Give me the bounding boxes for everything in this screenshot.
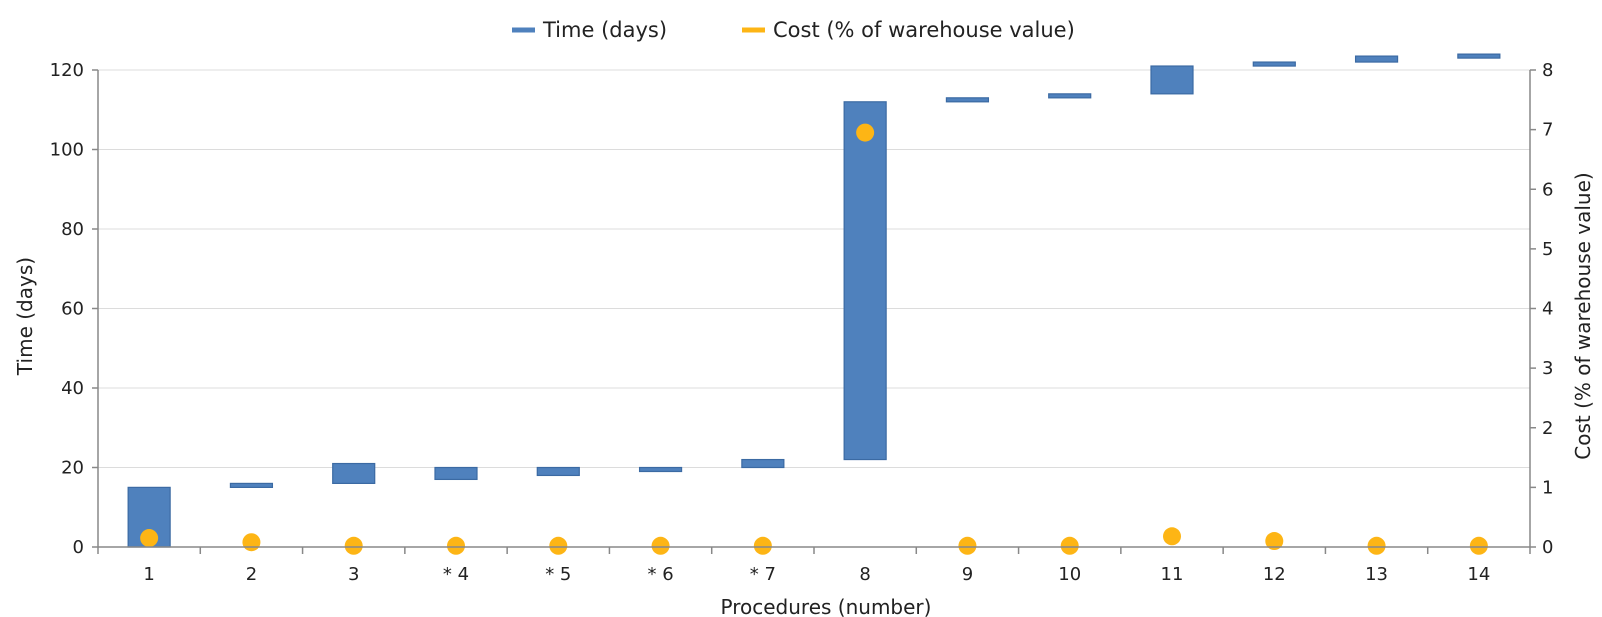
- cost-point: [242, 533, 261, 552]
- time-bar: [1048, 93, 1092, 99]
- time-bar: [1252, 61, 1296, 67]
- y-axis-right-title: Cost (% of warehouse value): [1571, 172, 1595, 459]
- time-bar: [536, 466, 580, 477]
- cost-point: [1367, 536, 1386, 555]
- x-tick-label: 13: [1365, 564, 1388, 585]
- cost-point: [958, 536, 977, 555]
- y-right-tick-label: 0: [1542, 537, 1553, 558]
- x-tick-label: * 7: [750, 564, 776, 585]
- y-right-tick-label: 2: [1542, 418, 1553, 439]
- cost-point: [651, 536, 670, 555]
- x-tick-label: 8: [859, 564, 870, 585]
- y-left-tick-label: 60: [61, 299, 84, 320]
- cost-point: [1060, 536, 1079, 555]
- legend-time-label: Time (days): [542, 18, 667, 42]
- x-tick-label: 10: [1058, 564, 1081, 585]
- time-bars: [127, 53, 1501, 548]
- x-tick-label: 14: [1467, 564, 1490, 585]
- cost-point: [344, 536, 363, 555]
- y-left-tick-label: 40: [61, 378, 84, 399]
- grid-lines: [98, 69, 1530, 468]
- time-bar: [332, 462, 376, 484]
- y-axis-left-title: Time (days): [13, 257, 37, 376]
- cost-point: [140, 529, 159, 548]
- cost-point: [1163, 527, 1181, 546]
- time-bar: [638, 466, 683, 473]
- y-left-tick-label: 100: [50, 140, 84, 161]
- time-bar: [1150, 65, 1194, 95]
- y-left-tick-label: 120: [50, 60, 84, 81]
- time-bar: [1354, 55, 1399, 63]
- x-tick-label: 3: [348, 564, 359, 585]
- legend: Time (days) Cost (% of warehouse value): [512, 18, 1075, 42]
- x-tick-label: * 5: [545, 564, 571, 585]
- time-bar: [434, 466, 478, 481]
- y-left-tick-label: 80: [61, 219, 84, 240]
- time-bar: [229, 482, 274, 488]
- y-right-tick-label: 8: [1542, 60, 1553, 81]
- y-right-tick-label: 7: [1542, 120, 1553, 141]
- y-left-tick-label: 20: [61, 458, 84, 479]
- x-tick-label: 12: [1263, 564, 1286, 585]
- x-tick-label: * 4: [443, 564, 469, 585]
- x-tick-label: 2: [246, 564, 257, 585]
- y-right-tick-label: 5: [1542, 239, 1553, 260]
- cost-point: [447, 536, 465, 555]
- x-tick-label: 11: [1161, 564, 1184, 585]
- legend-cost-label: Cost (% of warehouse value): [773, 18, 1075, 42]
- cost-point: [753, 536, 772, 555]
- time-bar: [945, 97, 990, 103]
- cost-point: [856, 123, 875, 142]
- x-tick-label: * 6: [647, 564, 673, 585]
- x-tick-label: 1: [143, 564, 154, 585]
- x-axis-title: Procedures (number): [721, 595, 932, 617]
- y-right-tick-label: 3: [1542, 358, 1553, 379]
- y-left-tick-label: 0: [73, 537, 84, 558]
- cost-points: [140, 123, 1488, 555]
- y-right-tick-label: 1: [1542, 477, 1553, 498]
- cost-point: [1265, 532, 1284, 551]
- y-right-tick-label: 4: [1542, 299, 1553, 320]
- time-bar: [843, 101, 887, 461]
- y-right-tick-label: 6: [1542, 179, 1553, 200]
- time-bar: [741, 458, 785, 469]
- x-tick-label: 9: [962, 564, 973, 585]
- time-bar: [1457, 53, 1501, 59]
- cost-point: [1469, 536, 1488, 555]
- cost-point: [549, 536, 568, 555]
